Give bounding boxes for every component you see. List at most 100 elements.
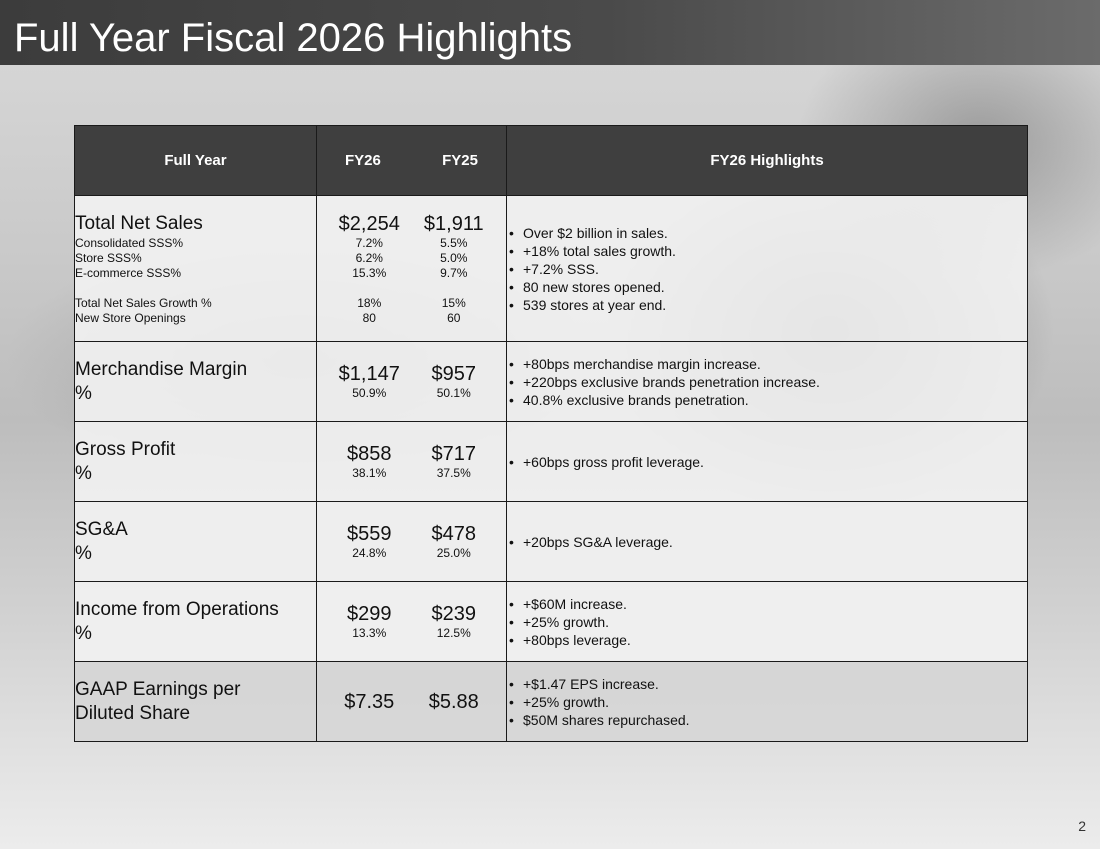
fy26-column: $2,254 7.2% 6.2% 15.3% 18% 80	[327, 212, 412, 326]
fy26-pct: 38.1%	[352, 466, 387, 480]
highlight-item: 80 new stores opened.	[509, 278, 1027, 296]
highlight-item: +60bps gross profit leverage.	[509, 453, 1027, 471]
sub-label-new-store-openings: New Store Openings	[75, 310, 186, 325]
highlights-list: +$60M increase. +25% growth. +80bps leve…	[507, 595, 1027, 649]
fy26-sub-value: 6.2%	[355, 250, 383, 265]
highlights-list: +80bps merchandise margin increase. +220…	[507, 355, 1027, 409]
fy25-value: $957	[431, 363, 477, 385]
highlight-item: +80bps merchandise margin increase.	[509, 355, 1027, 373]
sub-label-net-sales-growth: Total Net Sales Growth %	[75, 295, 212, 310]
fy25-value: $478	[431, 523, 477, 545]
highlight-item: +80bps leverage.	[509, 631, 1027, 649]
metric-pct-label: %	[75, 622, 92, 644]
fy25-sub-value: 9.7%	[440, 265, 468, 280]
highlights-list: Over $2 billion in sales. +18% total sal…	[507, 224, 1027, 314]
highlights-list: +$1.47 EPS increase. +25% growth. $50M s…	[507, 675, 1027, 729]
fy25-pct: 37.5%	[436, 466, 471, 480]
fy25-sub-value: 60	[447, 310, 461, 325]
fy26-column: $858 38.1%	[327, 442, 412, 481]
highlight-item: +$60M increase.	[509, 595, 1027, 613]
metric-pct-label: %	[75, 542, 92, 564]
fy26-pct: 50.9%	[352, 386, 387, 400]
metric-label: SG&A	[75, 518, 128, 540]
fy26-value: $2,254	[338, 212, 400, 235]
fy25-column: $1,911 5.5% 5.0% 9.7% 15% 60	[412, 212, 497, 326]
highlight-item: +18% total sales growth.	[509, 242, 1027, 260]
fy25-value: $239	[431, 603, 477, 625]
highlight-item: +7.2% SSS.	[509, 260, 1027, 278]
fy26-column: $299 13.3%	[327, 602, 412, 641]
metric-cell: Merchandise Margin %	[74, 341, 317, 422]
highlight-item: Over $2 billion in sales.	[509, 224, 1027, 242]
fy26-column: $559 24.8%	[327, 522, 412, 561]
highlights-cell: +$60M increase. +25% growth. +80bps leve…	[506, 581, 1028, 662]
metric-pct-label: %	[75, 462, 92, 484]
page-number: 2	[1078, 818, 1086, 834]
row-gross-profit: Gross Profit % $858 38.1% $717 37.5%	[74, 421, 1028, 502]
values-cell: $1,147 50.9% $957 50.1%	[316, 341, 507, 422]
header-full-year: Full Year	[74, 125, 317, 196]
row-merchandise-margin: Merchandise Margin % $1,147 50.9% $957 5…	[74, 341, 1028, 422]
metric-cell: GAAP Earnings per Diluted Share	[74, 661, 317, 742]
fy26-sub-value: 7.2%	[355, 235, 383, 250]
sub-label-consolidated-sss: Consolidated SSS%	[75, 235, 184, 250]
values-cell: $299 13.3% $239 12.5%	[316, 581, 507, 662]
metric-label: Merchandise Margin	[75, 358, 248, 380]
fy25-column: $239 12.5%	[412, 602, 497, 641]
row-gaap-eps: GAAP Earnings per Diluted Share $7.35 $5…	[74, 661, 1028, 742]
fy25-pct: 25.0%	[436, 546, 471, 560]
fy26-column: $1,147 50.9%	[327, 362, 412, 401]
fy26-value: $7.35	[344, 690, 395, 713]
table-header-row: Full Year FY26 FY25 FY26 Highlights	[74, 125, 1028, 196]
fy25-column: $478 25.0%	[412, 522, 497, 561]
fy26-sub-value: 80	[362, 310, 376, 325]
slide-title: Full Year Fiscal 2026 Highlights	[14, 16, 573, 60]
metric-label: Gross Profit	[75, 438, 176, 460]
fy26-value: $1,147	[338, 363, 400, 385]
highlight-item: $50M shares repurchased.	[509, 711, 1027, 729]
fy26-sub-value: 15.3%	[352, 265, 387, 280]
highlights-cell: +20bps SG&A leverage.	[506, 501, 1028, 582]
fy25-column: $5.88	[412, 690, 497, 714]
highlight-item: +$1.47 EPS increase.	[509, 675, 1027, 693]
metric-cell: Total Net Sales Consolidated SSS% Store …	[74, 195, 317, 342]
metric-pct-label: %	[75, 382, 92, 404]
row-total-net-sales: Total Net Sales Consolidated SSS% Store …	[74, 195, 1028, 342]
highlights-cell: Over $2 billion in sales. +18% total sal…	[506, 195, 1028, 342]
fy25-sub-value: 15%	[441, 295, 466, 310]
metric-cell: Gross Profit %	[74, 421, 317, 502]
highlights-table: Full Year FY26 FY25 FY26 Highlights Tota…	[74, 125, 1028, 742]
highlight-item: 539 stores at year end.	[509, 296, 1027, 314]
values-cell: $7.35 $5.88	[316, 661, 507, 742]
fy25-value: $717	[431, 443, 477, 465]
highlight-item: +25% growth.	[509, 613, 1027, 631]
fy25-sub-value: 5.5%	[440, 235, 468, 250]
fy26-pct: 13.3%	[352, 626, 387, 640]
highlight-item: +220bps exclusive brands penetration inc…	[509, 373, 1027, 391]
metric-label-line2: Diluted Share	[75, 702, 191, 724]
fy25-column: $957 50.1%	[412, 362, 497, 401]
fy25-pct: 50.1%	[436, 386, 471, 400]
fy26-value: $559	[347, 523, 392, 545]
fy26-sub-value: 18%	[357, 295, 382, 310]
metric-label-line1: GAAP Earnings per	[75, 678, 241, 700]
values-cell: $858 38.1% $717 37.5%	[316, 421, 507, 502]
fy25-value: $1,911	[423, 212, 484, 235]
row-income-from-operations: Income from Operations % $299 13.3% $239…	[74, 581, 1028, 662]
values-cell: $559 24.8% $478 25.0%	[316, 501, 507, 582]
metric-cell: SG&A %	[74, 501, 317, 582]
highlights-cell: +80bps merchandise margin increase. +220…	[506, 341, 1028, 422]
fy26-column: $7.35	[327, 690, 412, 714]
metric-label: Income from Operations	[75, 598, 279, 620]
header-highlights: FY26 Highlights	[506, 125, 1028, 196]
highlights-list: +20bps SG&A leverage.	[507, 533, 1027, 551]
fy25-pct: 12.5%	[436, 626, 471, 640]
sub-label-ecommerce-sss: E-commerce SSS%	[75, 265, 182, 280]
header-fy25: FY25	[442, 152, 478, 169]
title-bar: Full Year Fiscal 2026 Highlights	[0, 0, 1100, 65]
highlight-item: +20bps SG&A leverage.	[509, 533, 1027, 551]
highlights-cell: +60bps gross profit leverage.	[506, 421, 1028, 502]
header-fiscal-years: FY26 FY25	[316, 125, 507, 196]
highlight-item: 40.8% exclusive brands penetration.	[509, 391, 1027, 409]
row-sga: SG&A % $559 24.8% $478 25.0% +20bps	[74, 501, 1028, 582]
